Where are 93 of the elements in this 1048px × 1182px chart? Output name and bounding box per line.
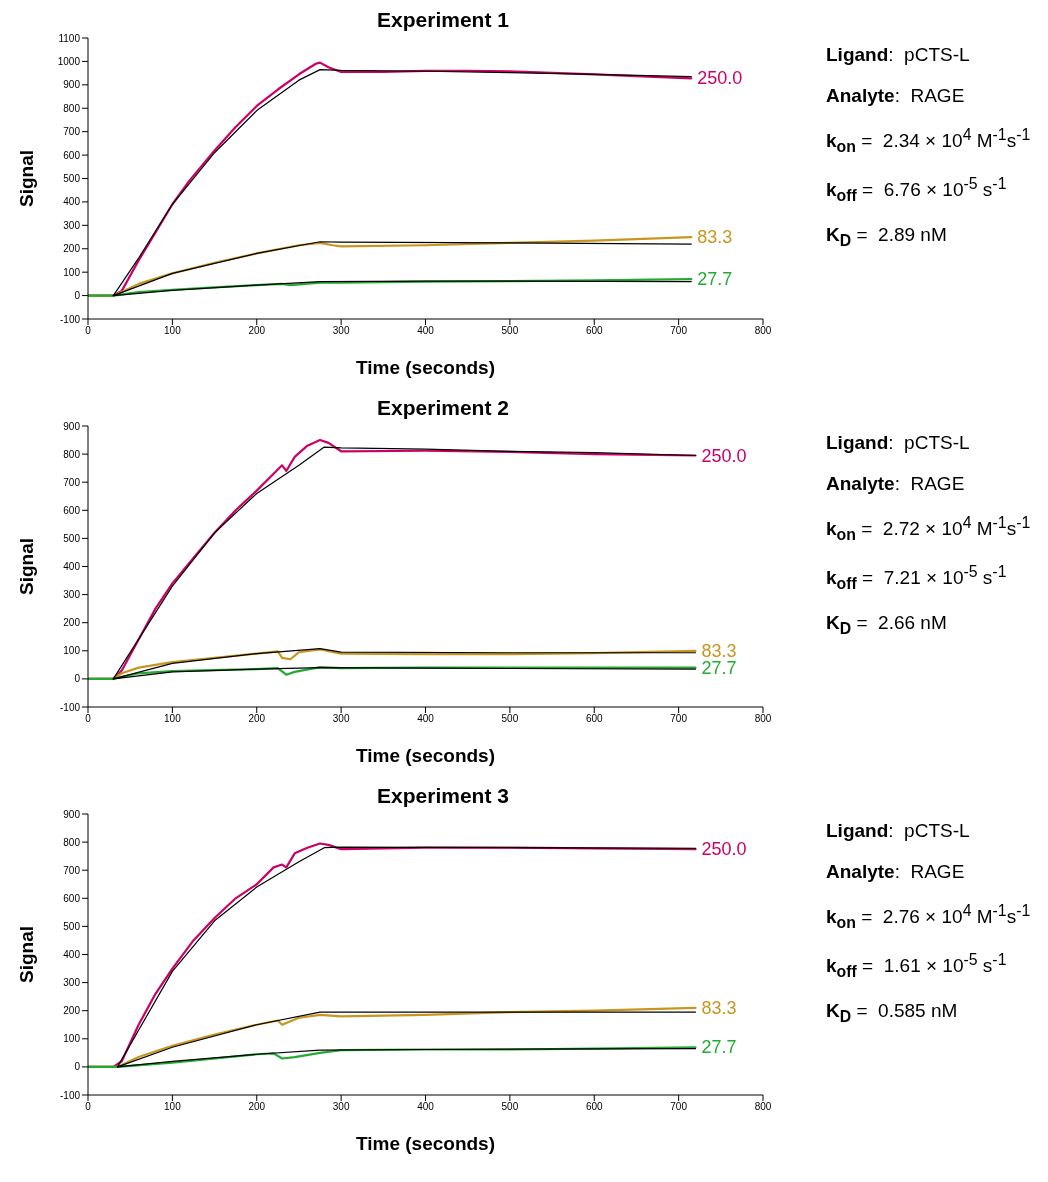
y-tick-label: 100: [63, 1033, 81, 1045]
series-label: 27.7: [701, 1037, 737, 1058]
series-label: 83.3: [701, 997, 737, 1018]
x-tick-label: 0: [85, 713, 92, 725]
text: Analyte: RAGE: [826, 85, 965, 106]
text: Ligand: pCTS-L: [826, 432, 970, 453]
x-tick-label: 600: [585, 713, 604, 725]
series-label: 250.0: [697, 68, 743, 89]
y-axis-title: Signal: [15, 149, 37, 208]
x-tick-label: 300: [332, 325, 350, 337]
x-tick-label: 500: [501, 325, 519, 337]
x-tick-label: 800: [754, 713, 772, 725]
text: Ligand: pCTS-L: [826, 820, 970, 841]
y-tick-label: 900: [63, 808, 81, 820]
y-tick-label: 100: [63, 266, 81, 278]
x-tick-label: 300: [332, 1101, 350, 1113]
y-tick-label: 0: [74, 673, 81, 685]
y-tick-label: 300: [63, 589, 81, 601]
y-tick-label: 1100: [58, 32, 81, 44]
y-tick-label: 900: [63, 420, 81, 432]
y-tick-label: 500: [63, 920, 81, 932]
y-tick-label: 500: [63, 173, 81, 185]
y-tick-label: 600: [63, 504, 81, 516]
text: k$_{on}$ = 2.34 × 10$^{4}$ M$^{-1}$s$^{-1}$: [826, 126, 1031, 156]
y-tick-label: 500: [63, 532, 81, 544]
y-tick-label: 300: [63, 977, 81, 989]
y-tick-label: 600: [63, 892, 81, 904]
x-axis-title: Time (seconds): [355, 357, 496, 378]
x-tick-label: 700: [670, 1101, 688, 1113]
series-label: 250.0: [701, 839, 747, 860]
x-tick-label: 400: [417, 1101, 435, 1113]
x-tick-label: 200: [248, 1101, 266, 1113]
text: k$_{off}$ = 6.76 × 10$^{-5}$ s$^{-1}$: [826, 175, 1007, 205]
x-tick-label: 600: [585, 1101, 604, 1113]
series-label: 27.7: [697, 269, 733, 290]
y-tick-label: 100: [63, 645, 81, 657]
y-tick-label: 600: [63, 149, 81, 161]
text: K$_{D}$ = 2.89 nM: [826, 224, 947, 250]
x-tick-label: 600: [585, 325, 604, 337]
x-tick-label: 100: [164, 325, 182, 337]
x-tick-label: 700: [670, 713, 688, 725]
y-tick-label: 400: [63, 949, 81, 961]
chart-title: Experiment 1: [376, 8, 510, 32]
chart-title: Experiment 3: [376, 784, 510, 808]
x-tick-label: 800: [754, 1101, 772, 1113]
y-tick-label: 200: [63, 243, 81, 255]
x-tick-label: 100: [164, 713, 182, 725]
y-tick-label: 800: [63, 836, 81, 848]
x-tick-label: 400: [417, 325, 435, 337]
x-tick-label: 500: [501, 713, 519, 725]
x-tick-label: 400: [417, 713, 435, 725]
y-tick-label: 200: [63, 1005, 81, 1017]
x-tick-label: 100: [164, 1101, 182, 1113]
chart-title: Experiment 2: [376, 396, 510, 420]
x-tick-label: 700: [670, 325, 688, 337]
y-tick-label: -100: [59, 313, 81, 325]
text: K$_{D}$ = 2.66 nM: [826, 612, 947, 638]
text: k$_{on}$ = 2.72 × 10$^{4}$ M$^{-1}$s$^{-1}$: [826, 514, 1031, 544]
y-tick-label: 0: [74, 1061, 81, 1073]
y-axis-title: Signal: [15, 537, 37, 596]
text: k$_{off}$ = 7.21 × 10$^{-5}$ s$^{-1}$: [826, 563, 1007, 593]
x-tick-label: 200: [248, 325, 266, 337]
text: k$_{off}$ = 1.61 × 10$^{-5}$ s$^{-1}$: [826, 951, 1007, 981]
y-tick-label: 1000: [57, 55, 81, 67]
x-tick-label: 200: [248, 713, 266, 725]
series-label: 83.3: [697, 227, 733, 248]
text: Analyte: RAGE: [826, 473, 965, 494]
x-tick-label: 500: [501, 1101, 519, 1113]
y-tick-label: 700: [63, 126, 81, 138]
text: K$_{D}$ = 0.585 nM: [826, 1000, 958, 1026]
y-axis-title: Signal: [15, 925, 37, 984]
y-tick-label: 700: [63, 864, 81, 876]
y-tick-label: 300: [63, 219, 81, 231]
text: Analyte: RAGE: [826, 861, 965, 882]
x-tick-label: 300: [332, 713, 350, 725]
y-tick-label: 0: [74, 290, 81, 302]
x-tick-label: 0: [85, 1101, 92, 1113]
x-axis-title: Time (seconds): [355, 745, 496, 766]
text: Ligand: pCTS-L: [826, 44, 970, 65]
y-tick-label: 800: [63, 102, 81, 114]
y-tick-label: 200: [63, 617, 81, 629]
y-tick-label: 900: [63, 79, 81, 91]
x-tick-label: 0: [85, 325, 92, 337]
y-tick-label: -100: [59, 1089, 81, 1101]
x-tick-label: 800: [754, 325, 772, 337]
y-tick-label: 700: [63, 476, 81, 488]
text: k$_{on}$ = 2.76 × 10$^{4}$ M$^{-1}$s$^{-1}$: [826, 902, 1031, 932]
y-tick-label: 400: [63, 196, 81, 208]
y-tick-label: 400: [63, 561, 81, 573]
series-label: 250.0: [701, 445, 747, 466]
y-tick-label: 800: [63, 448, 81, 460]
x-axis-title: Time (seconds): [355, 1133, 496, 1154]
y-tick-label: -100: [59, 701, 81, 713]
